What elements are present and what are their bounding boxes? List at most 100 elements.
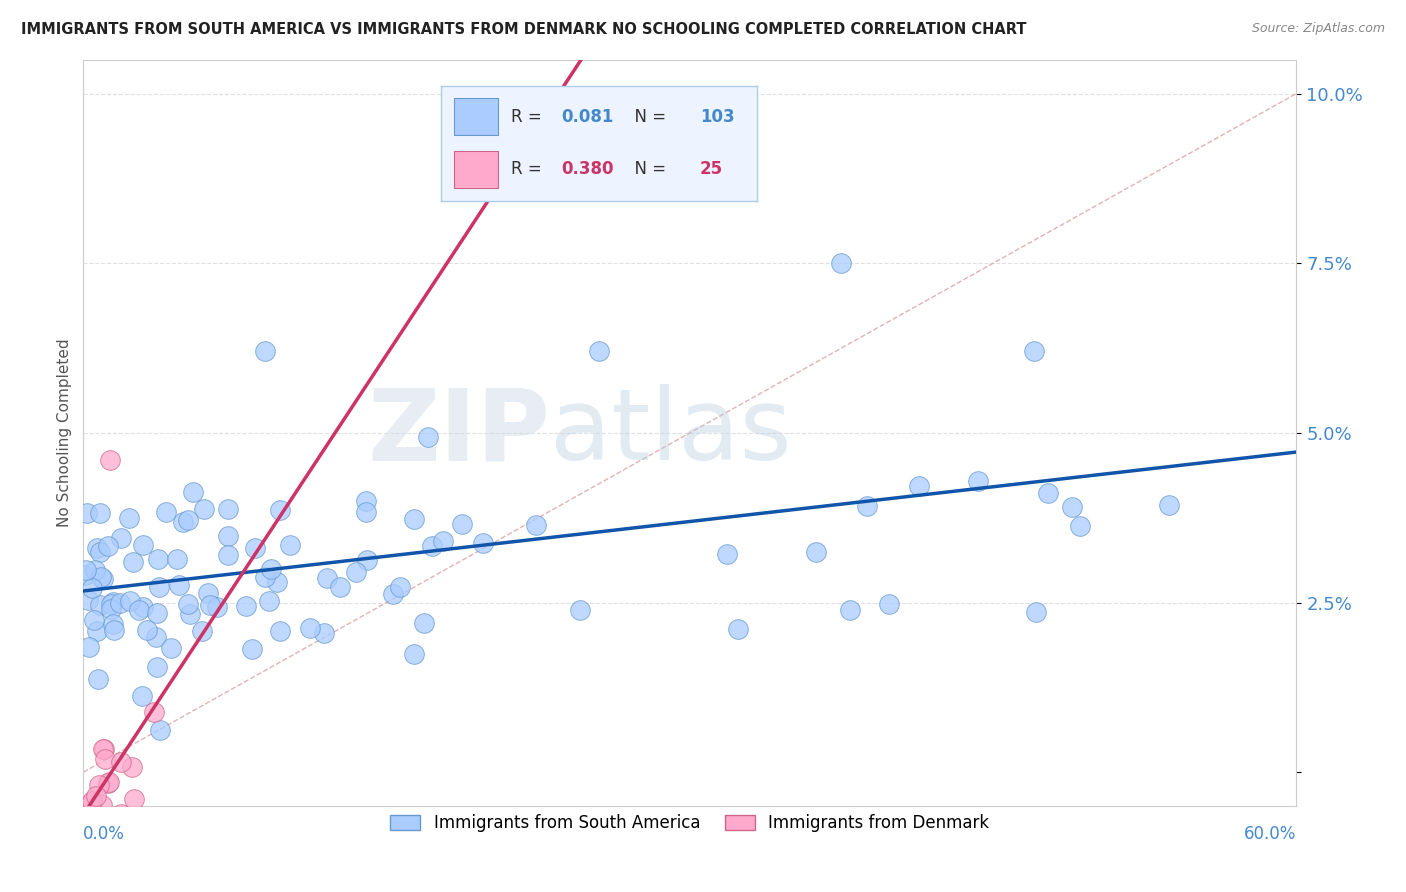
Point (243, 541, 266, 556)
Point (100, 597, 122, 611)
Point (98, 811, 121, 825)
Point (76, 506, 98, 520)
Point (77, 809, 100, 823)
Point (131, 690, 153, 704)
Point (136, 623, 159, 637)
Point (315, 571, 337, 585)
Point (120, 594, 142, 608)
Text: ZIP: ZIP (367, 384, 550, 482)
Point (89, 506, 111, 520)
Point (1038, 486, 1060, 500)
Point (354, 504, 377, 518)
Point (197, 586, 219, 600)
Point (172, 515, 194, 529)
Point (75, 823, 97, 838)
Point (101, 595, 124, 609)
Point (451, 516, 474, 531)
Point (97, 775, 120, 789)
Point (1069, 518, 1091, 533)
Point (91, 812, 114, 826)
Point (146, 660, 169, 674)
Point (260, 562, 283, 576)
Text: 0.0%: 0.0% (83, 825, 125, 843)
Point (83, 613, 105, 627)
Point (420, 539, 443, 553)
Point (145, 630, 167, 644)
Point (217, 501, 239, 516)
Point (856, 500, 879, 514)
Point (143, 706, 166, 720)
Point (97, 776, 120, 790)
Point (89, 598, 111, 612)
Point (87, 672, 110, 686)
Point (568, 603, 591, 617)
Point (146, 606, 169, 620)
Point (110, 532, 132, 546)
Point (103, 623, 125, 637)
Point (240, 641, 263, 656)
Y-axis label: No Schooling Completed: No Schooling Completed (58, 339, 72, 527)
Point (269, 503, 291, 517)
Point (132, 599, 155, 614)
Point (804, 544, 827, 558)
Point (118, 511, 141, 525)
Point (93, 741, 115, 756)
Point (344, 566, 367, 580)
Point (1062, 500, 1084, 515)
Point (381, 587, 404, 601)
Point (217, 529, 239, 543)
Point (877, 597, 900, 611)
Point (75, 563, 97, 577)
Point (193, 501, 215, 516)
Point (177, 513, 200, 527)
Point (254, 570, 277, 584)
Point (155, 505, 177, 519)
Point (727, 622, 749, 636)
Point (75, 854, 97, 868)
Point (84, 789, 107, 804)
Point (84, 563, 107, 577)
Point (75, 813, 97, 827)
Point (269, 624, 291, 638)
Point (966, 474, 988, 488)
Point (198, 598, 221, 612)
Legend: Immigrants from South America, Immigrants from Denmark: Immigrants from South America, Immigrant… (384, 807, 997, 838)
Point (526, 517, 548, 532)
Point (80, 582, 103, 596)
Point (830, 256, 852, 270)
Point (91, 572, 114, 586)
Point (356, 553, 378, 567)
Point (90, 569, 112, 583)
Point (181, 484, 204, 499)
Point (598, 168, 620, 182)
Point (166, 552, 188, 566)
Point (94, 752, 117, 766)
Point (83, 838, 105, 853)
Point (278, 538, 301, 552)
Point (259, 594, 281, 608)
Point (110, 755, 132, 769)
Text: Source: ZipAtlas.com: Source: ZipAtlas.com (1251, 22, 1385, 36)
Point (839, 603, 862, 617)
Text: 60.0%: 60.0% (1244, 825, 1296, 843)
Point (77, 640, 100, 654)
Text: IMMIGRANTS FROM SOUTH AMERICA VS IMMIGRANTS FROM DENMARK NO SCHOOLING COMPLETED : IMMIGRANTS FROM SOUTH AMERICA VS IMMIGRA… (21, 22, 1026, 37)
Point (1025, 605, 1047, 619)
Point (98, 453, 121, 467)
Point (588, 344, 610, 359)
Point (908, 479, 931, 493)
Point (149, 723, 172, 737)
Point (80, 811, 103, 825)
Point (205, 600, 228, 615)
Point (167, 577, 190, 591)
Point (101, 616, 124, 631)
Point (388, 581, 411, 595)
Point (90, 797, 112, 812)
Point (329, 580, 352, 594)
Point (472, 535, 495, 549)
Point (122, 792, 145, 806)
Point (77, 593, 100, 607)
Point (96, 539, 118, 553)
Point (312, 626, 335, 640)
Point (217, 548, 239, 562)
